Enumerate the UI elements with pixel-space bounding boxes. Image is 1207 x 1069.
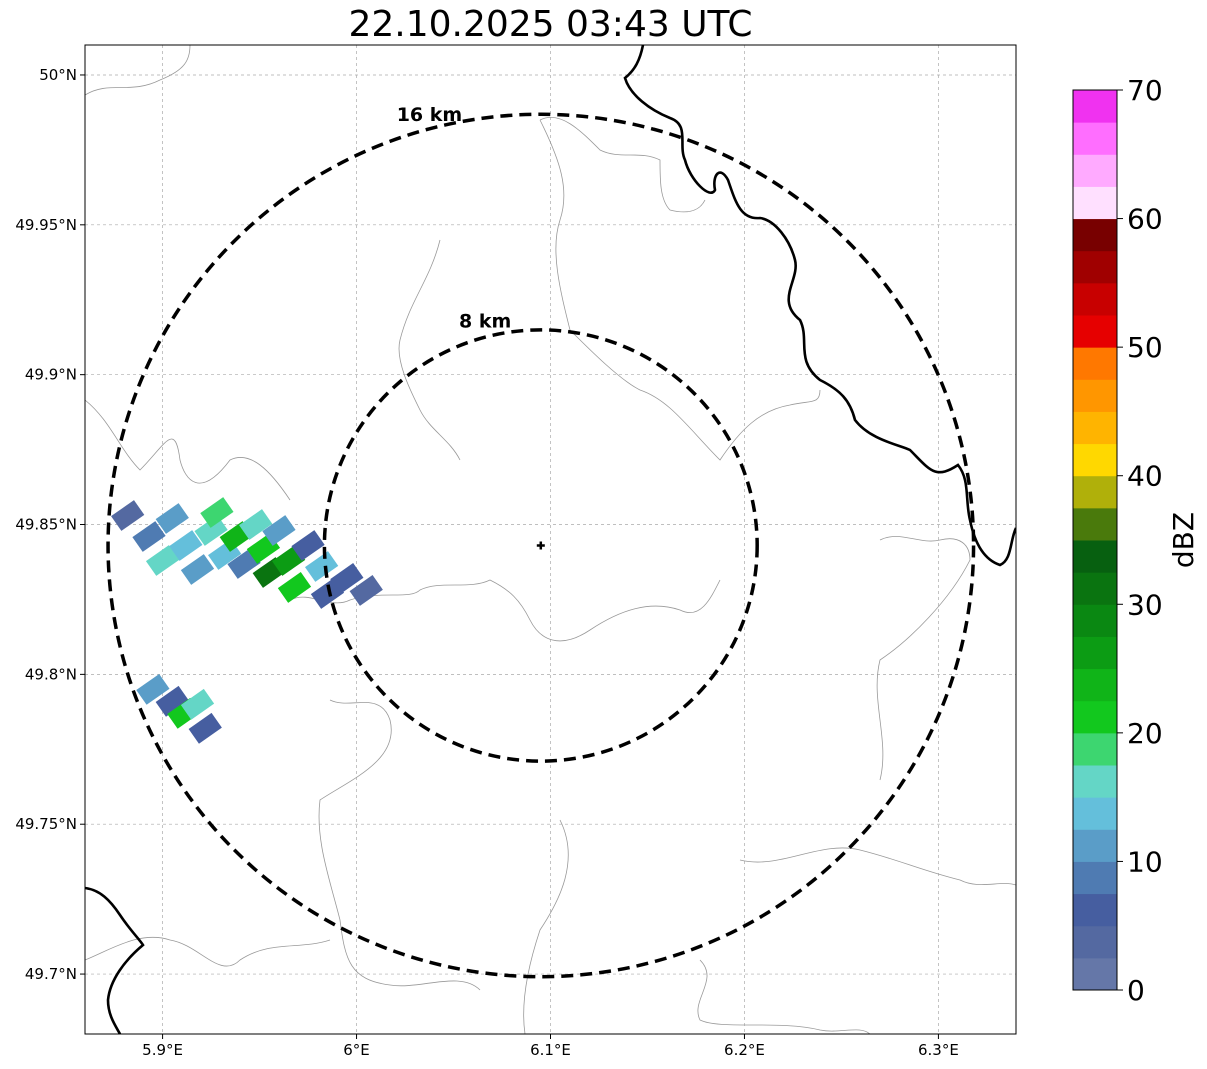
colorbar-segment (1073, 700, 1117, 734)
colorbar-segment (1073, 507, 1117, 541)
echo-cell (180, 554, 215, 585)
colorbar-segment (1073, 250, 1117, 284)
range-ring (322, 328, 759, 763)
colorbar-segment (1073, 861, 1117, 895)
national-borders (85, 45, 1016, 1034)
echo-cell (136, 673, 170, 705)
lat-tick-label: 49.85°N (15, 516, 77, 534)
colorbar-tick-label: 20 (1127, 717, 1163, 750)
echo-cell (169, 530, 203, 561)
border-line (876, 536, 971, 781)
echo-cell (194, 515, 228, 546)
colorbar-segment (1073, 475, 1117, 509)
colorbar-segment (1073, 572, 1117, 605)
colorbar-tick-label: 30 (1127, 588, 1163, 621)
colorbar-segment (1073, 411, 1117, 445)
colorbar-tick-label: 50 (1127, 331, 1163, 364)
longitude-ticks: 5.9°E 6°E 6.1°E 6.2°E 6.3°E (142, 1034, 959, 1059)
echo-cell (349, 575, 383, 606)
colorbar-segment (1073, 829, 1117, 862)
radar-site-marker (536, 541, 545, 550)
border-line (398, 239, 461, 461)
colorbar-segment (1073, 443, 1117, 477)
colorbar-segment (1073, 218, 1117, 252)
colorbar-tick-label: 10 (1127, 845, 1163, 878)
echo-cell (277, 572, 312, 603)
echo-cell (262, 515, 296, 546)
border-line (318, 699, 481, 991)
lat-tick-label: 49.9°N (25, 366, 77, 384)
colorbar-segment (1073, 122, 1117, 155)
border-line (697, 959, 871, 1034)
range-ring (106, 112, 976, 979)
echo-cell (330, 563, 364, 594)
colorbar-segment (1073, 797, 1117, 830)
colorbar-segment (1073, 925, 1117, 959)
colorbar: 0 10 20 30 40 50 60 70 dBZ (1072, 74, 1200, 1007)
radar-echoes (111, 497, 383, 744)
lat-tick-label: 49.7°N (25, 965, 77, 983)
colorbar-segment (1073, 154, 1117, 187)
colorbar-segment (1073, 732, 1117, 766)
colorbar-label: dBZ (1167, 512, 1200, 568)
colorbar-frame (1072, 89, 1118, 991)
lon-tick-label: 6.2°E (724, 1041, 765, 1059)
gridlines (85, 45, 1016, 1034)
echo-cell (180, 688, 215, 720)
echo-cell (155, 685, 189, 717)
echo-cell (304, 551, 339, 582)
colorbar-tick-label: 40 (1127, 460, 1163, 493)
lat-tick-label: 49.8°N (25, 665, 77, 683)
border-line (85, 936, 331, 967)
latitude-ticks: 49.7°N 49.75°N 49.8°N 49.85°N 49.9°N 49.95°N 5… (15, 66, 85, 983)
echo-cell (239, 509, 273, 540)
border-line (85, 399, 291, 501)
colorbar-tick-label: 60 (1127, 203, 1163, 236)
border-line (539, 117, 706, 213)
map-title: 22.10.2025 03:43 UTC (348, 4, 753, 45)
colorbar-segment (1073, 668, 1117, 702)
range-ring-label: 8 km (459, 310, 511, 332)
lat-tick-label: 50°N (39, 66, 77, 84)
colorbar-segment (1073, 636, 1117, 670)
colorbar-segment (1073, 186, 1117, 220)
national-border-line (85, 886, 145, 1034)
echo-cell (188, 712, 222, 744)
echo-cell (145, 545, 180, 576)
echo-cell (132, 521, 166, 552)
lat-tick-label: 49.75°N (15, 815, 77, 833)
colorbar-segment (1073, 282, 1117, 316)
colorbar-segment (1073, 379, 1117, 412)
plot-area: 8 km 16 km (85, 45, 1016, 1034)
national-border-line (623, 45, 1016, 567)
border-line (523, 819, 569, 1034)
border-line (85, 45, 191, 96)
colorbar-segment (1073, 957, 1117, 991)
colorbar-tick-label: 0 (1127, 974, 1145, 1007)
echo-cell (155, 503, 189, 534)
lat-tick-label: 49.95°N (15, 216, 77, 234)
lon-tick-label: 6°E (343, 1041, 370, 1059)
echo-cell (291, 530, 325, 561)
lon-tick-label: 6.1°E (530, 1041, 571, 1059)
colorbar-segment (1073, 540, 1117, 573)
lon-tick-label: 5.9°E (142, 1041, 183, 1059)
colorbar-segment (1073, 347, 1117, 380)
colorbar-segment (1073, 893, 1117, 927)
lon-tick-label: 6.3°E (918, 1041, 959, 1059)
colorbar-tick-label: 70 (1127, 74, 1163, 107)
echo-cell (111, 500, 145, 531)
range-rings: 8 km 16 km (106, 104, 976, 979)
colorbar-segment (1073, 604, 1117, 637)
border-line (739, 847, 1016, 886)
echo-cell (200, 497, 234, 528)
colorbar-segment (1073, 90, 1117, 123)
colorbar-segment (1073, 765, 1117, 798)
range-ring-label: 16 km (397, 104, 463, 126)
border-line (539, 119, 821, 461)
colorbar-segment (1073, 315, 1117, 348)
